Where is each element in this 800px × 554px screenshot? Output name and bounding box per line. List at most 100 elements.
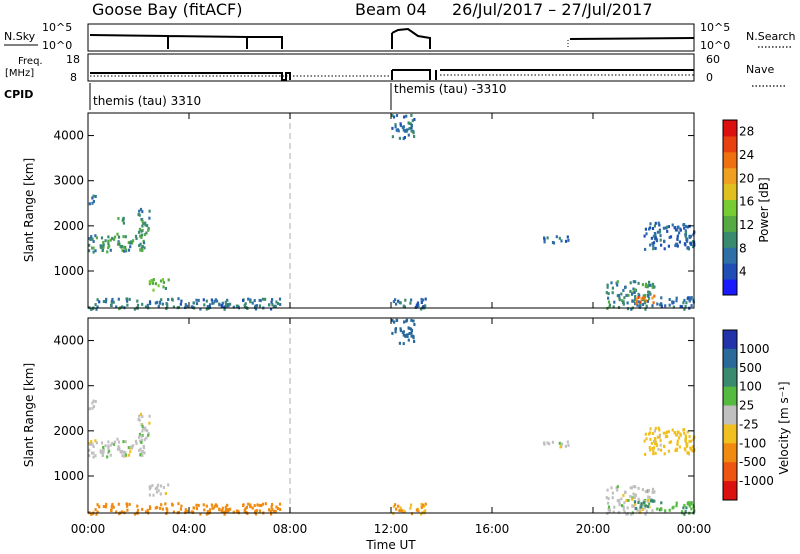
nsearch-label: N.Search (746, 30, 796, 43)
range-gate-cell (674, 228, 678, 232)
range-gate-cell (672, 305, 675, 309)
range-gate-cell (397, 299, 400, 303)
range-gate-cell (391, 319, 394, 322)
range-gate-cell (638, 305, 641, 309)
range-gate-cell (660, 304, 663, 308)
range-gate-cell (272, 509, 275, 513)
range-gate-cell (136, 303, 140, 307)
range-gate-cell (94, 508, 97, 512)
range-gate-cell (148, 216, 151, 220)
range-gate-cell (395, 319, 399, 322)
range-gate-cell (413, 118, 416, 121)
range-gate-cell (660, 302, 663, 306)
range-gate-cell (648, 505, 651, 509)
range-gate-cell (159, 279, 163, 283)
range-gate-cell (645, 232, 648, 236)
range-gate-cell (151, 484, 154, 488)
range-gate-cell (676, 237, 679, 241)
range-gate-cell (88, 448, 91, 452)
range-gate-cell (158, 506, 162, 510)
range-gate-cell (407, 338, 410, 342)
range-gate-cell (99, 450, 102, 454)
range-gate-cell (118, 242, 121, 246)
range-gate-cell (617, 498, 620, 502)
range-gate-cell (650, 499, 653, 503)
range-gate-cell (396, 128, 399, 132)
range-gate-cell (220, 508, 223, 512)
range-gate-cell (112, 300, 115, 304)
range-gate-cell (684, 436, 688, 440)
range-gate-cell (668, 303, 671, 307)
range-gate-cell (630, 486, 633, 490)
range-gate-cell (144, 428, 147, 432)
range-gate-cell (113, 235, 117, 239)
range-gate-cell (207, 305, 211, 309)
range-gate-cell (271, 303, 274, 307)
range-gate-cell (256, 503, 259, 507)
range-gate-cell (96, 503, 99, 507)
range-gate-cell (632, 287, 635, 291)
range-gate-cell (269, 509, 272, 513)
range-gate-cell (618, 298, 621, 302)
range-gate-cell (630, 307, 633, 311)
range-gate-cell (126, 508, 129, 512)
range-gate-cell (277, 507, 280, 510)
range-gate-cell (687, 246, 690, 250)
range-gate-cell (100, 236, 104, 240)
range-gate-cell (685, 506, 688, 510)
range-gate-cell (110, 303, 113, 307)
range-gate-cell (113, 440, 117, 444)
range-gate-cell (615, 281, 618, 285)
range-gate-cell (652, 244, 655, 248)
range-gate-cell (400, 508, 403, 512)
range-gate-cell (410, 329, 413, 332)
range-gate-cell (116, 242, 120, 246)
range-gate-cell (205, 512, 208, 516)
range-gate-cell (404, 298, 407, 302)
range-gate-cell (663, 452, 666, 456)
power-colorbar-tick: 4 (739, 265, 747, 279)
range-gate-cell (141, 424, 144, 428)
range-gate-cell (663, 247, 666, 251)
range-gate-cell (135, 237, 138, 240)
range-gate-cell (123, 249, 126, 253)
range-gate-cell (405, 319, 408, 323)
range-gate-cell (223, 307, 226, 311)
range-gate-cell (144, 510, 148, 514)
power-colorbar-swatch (723, 167, 737, 185)
range-gate-cell (124, 450, 127, 454)
range-gate-cell (116, 437, 119, 441)
range-gate-cell (688, 435, 691, 439)
range-gate-cell (139, 242, 142, 246)
range-gate-cell (651, 490, 654, 494)
range-gate-cell (143, 233, 146, 237)
range-gate-cell (107, 242, 110, 246)
range-gate-cell (110, 508, 113, 512)
range-gate-cell (105, 502, 108, 506)
power-colorbar: 4 8 12 16 20 24 28 (722, 119, 754, 296)
range-gate-cell (607, 292, 610, 296)
range-gate-cell (125, 297, 128, 301)
range-gate-cell (90, 512, 93, 516)
range-gate-cell (108, 449, 111, 453)
range-gate-cell (179, 507, 182, 511)
range-gate-cell (647, 297, 651, 301)
range-gate-cell (156, 486, 159, 490)
range-gate-cell (162, 486, 165, 489)
range-gate-cell (668, 508, 671, 512)
range-gate-cell (104, 239, 107, 243)
range-gate-cell (130, 445, 133, 449)
range-gate-cell (632, 485, 635, 489)
title-radar: Goose Bay (fitACF) (92, 0, 242, 19)
x-tick-label: 16:00 (475, 522, 510, 536)
range-gate-cell (653, 224, 656, 228)
range-gate-cell (391, 126, 394, 130)
range-gate-cell (674, 433, 678, 437)
range-gate-cell (638, 510, 641, 514)
range-gate-cell (410, 334, 413, 338)
range-gate-cell (275, 300, 278, 304)
range-gate-cell (415, 303, 418, 307)
power-colorbar-tick: 8 (739, 241, 747, 255)
range-gate-cell (279, 508, 282, 511)
range-gate-cell (639, 508, 642, 512)
